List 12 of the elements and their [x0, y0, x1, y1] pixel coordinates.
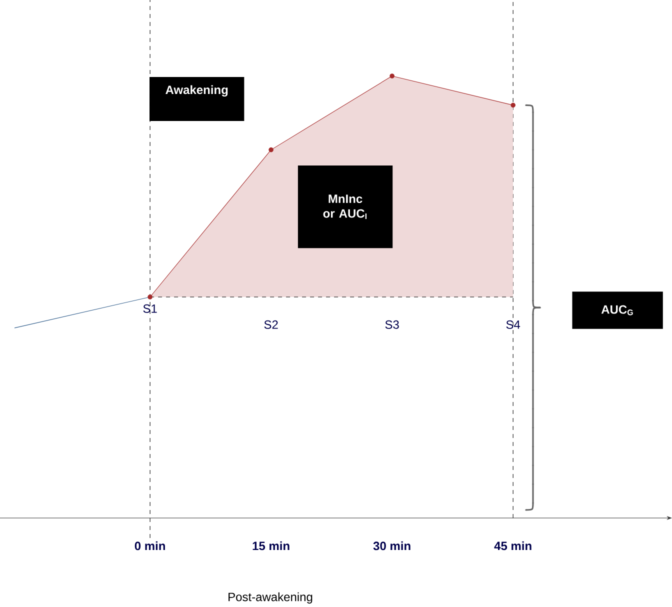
x-tick-label: 15 min	[252, 541, 290, 550]
annotation: Awakening	[166, 85, 228, 97]
annotation: S4	[506, 320, 520, 329]
annotation: S1	[143, 304, 157, 313]
annotation: AUC$_{G}$	[601, 305, 633, 316]
annotation: S2	[264, 320, 278, 329]
annotation: MnInc or AUC$_{I}$	[323, 194, 367, 219]
x-tick-label: 30 min	[373, 541, 410, 550]
x-tick-label: 45 min	[494, 541, 532, 550]
annotation: S3	[385, 320, 399, 329]
x-tick-label: 0 min	[134, 541, 165, 550]
x-axis-title: Post-awakening	[228, 592, 312, 604]
